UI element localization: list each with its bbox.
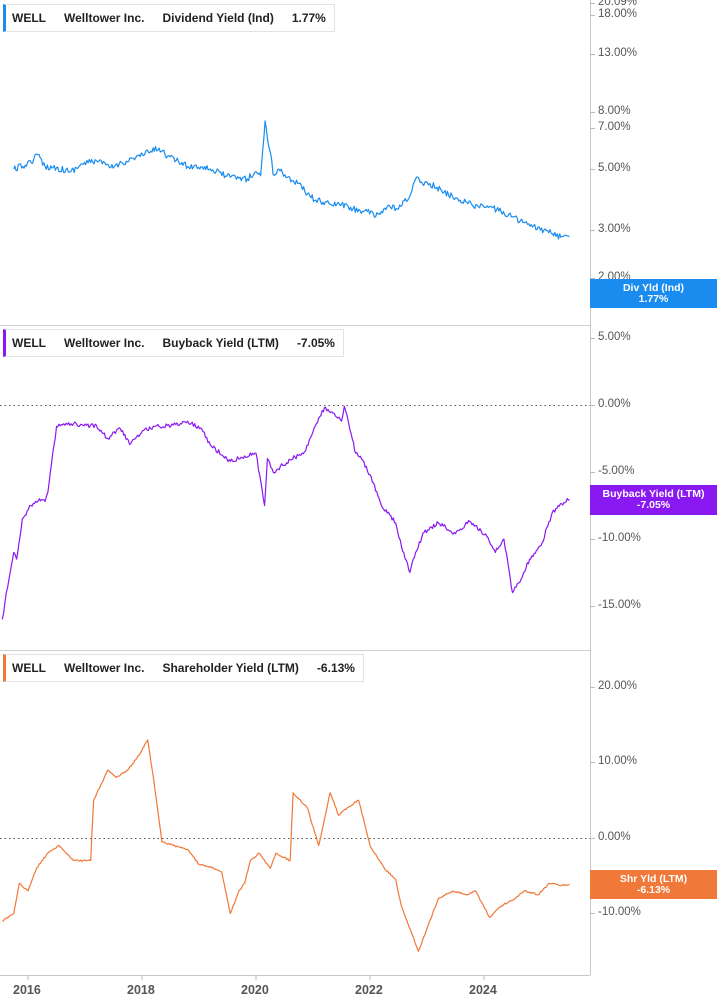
badge-label: Buyback Yield (LTM) <box>602 488 705 500</box>
dividend-yield-legend: WELL Welltower Inc. Dividend Yield (Ind)… <box>3 4 335 32</box>
y-tick: 5.00% <box>598 331 631 343</box>
x-tick: 2024 <box>469 983 497 997</box>
badge-value: -6.13% <box>636 884 671 896</box>
series-line <box>1 405 570 620</box>
series-line <box>2 739 570 952</box>
badge-label: Shr Yld (LTM) <box>619 873 688 885</box>
legend-value: -6.13% <box>316 661 355 675</box>
y-tick: -10.00% <box>598 906 641 918</box>
series-line <box>13 120 570 240</box>
legend-ticker: WELL <box>12 11 46 25</box>
badge-label: Div Yld (Ind) <box>622 282 685 294</box>
y-tick: 10.00% <box>598 755 638 767</box>
legend-value: 1.77% <box>291 11 326 25</box>
x-tick: 2018 <box>127 983 155 997</box>
legend-company: Welltower Inc. <box>64 661 145 675</box>
legend-value: -7.05% <box>296 336 335 350</box>
x-tick: 2022 <box>355 983 383 997</box>
legend-metric: Dividend Yield (Ind) <box>162 11 274 25</box>
buyback-yield-badge: Buyback Yield (LTM) -7.05% <box>590 485 717 515</box>
y-tick: -10.00% <box>598 532 641 544</box>
y-tick: -5.00% <box>598 465 635 477</box>
y-tick: 20.09% <box>598 0 638 8</box>
shareholder-yield-legend: WELL Welltower Inc. Shareholder Yield (L… <box>3 654 364 682</box>
x-tick: 2016 <box>13 983 41 997</box>
y-tick: 20.00% <box>598 680 638 692</box>
y-tick: 18.00% <box>598 8 638 20</box>
buyback-yield-legend: WELL Welltower Inc. Buyback Yield (LTM) … <box>3 329 344 357</box>
y-tick: 3.00% <box>598 223 631 235</box>
y-tick: 7.00% <box>598 121 631 133</box>
y-tick: 0.00% <box>598 398 631 410</box>
x-tick: 2020 <box>241 983 269 997</box>
y-tick: 13.00% <box>598 47 638 59</box>
y-tick: 5.00% <box>598 162 631 174</box>
legend-metric: Shareholder Yield (LTM) <box>162 661 299 675</box>
legend-company: Welltower Inc. <box>64 11 145 25</box>
shareholder-yield-badge: Shr Yld (LTM) -6.13% <box>590 870 717 899</box>
badge-value: -7.05% <box>636 499 671 511</box>
dividend-yield-badge: Div Yld (Ind) 1.77% <box>590 279 717 308</box>
legend-ticker: WELL <box>12 336 46 350</box>
legend-metric: Buyback Yield (LTM) <box>162 336 279 350</box>
y-tick: -15.00% <box>598 599 641 611</box>
legend-ticker: WELL <box>12 661 46 675</box>
badge-value: 1.77% <box>638 293 669 305</box>
y-tick: 0.00% <box>598 831 631 843</box>
legend-company: Welltower Inc. <box>64 336 145 350</box>
y-tick: 8.00% <box>598 105 631 117</box>
